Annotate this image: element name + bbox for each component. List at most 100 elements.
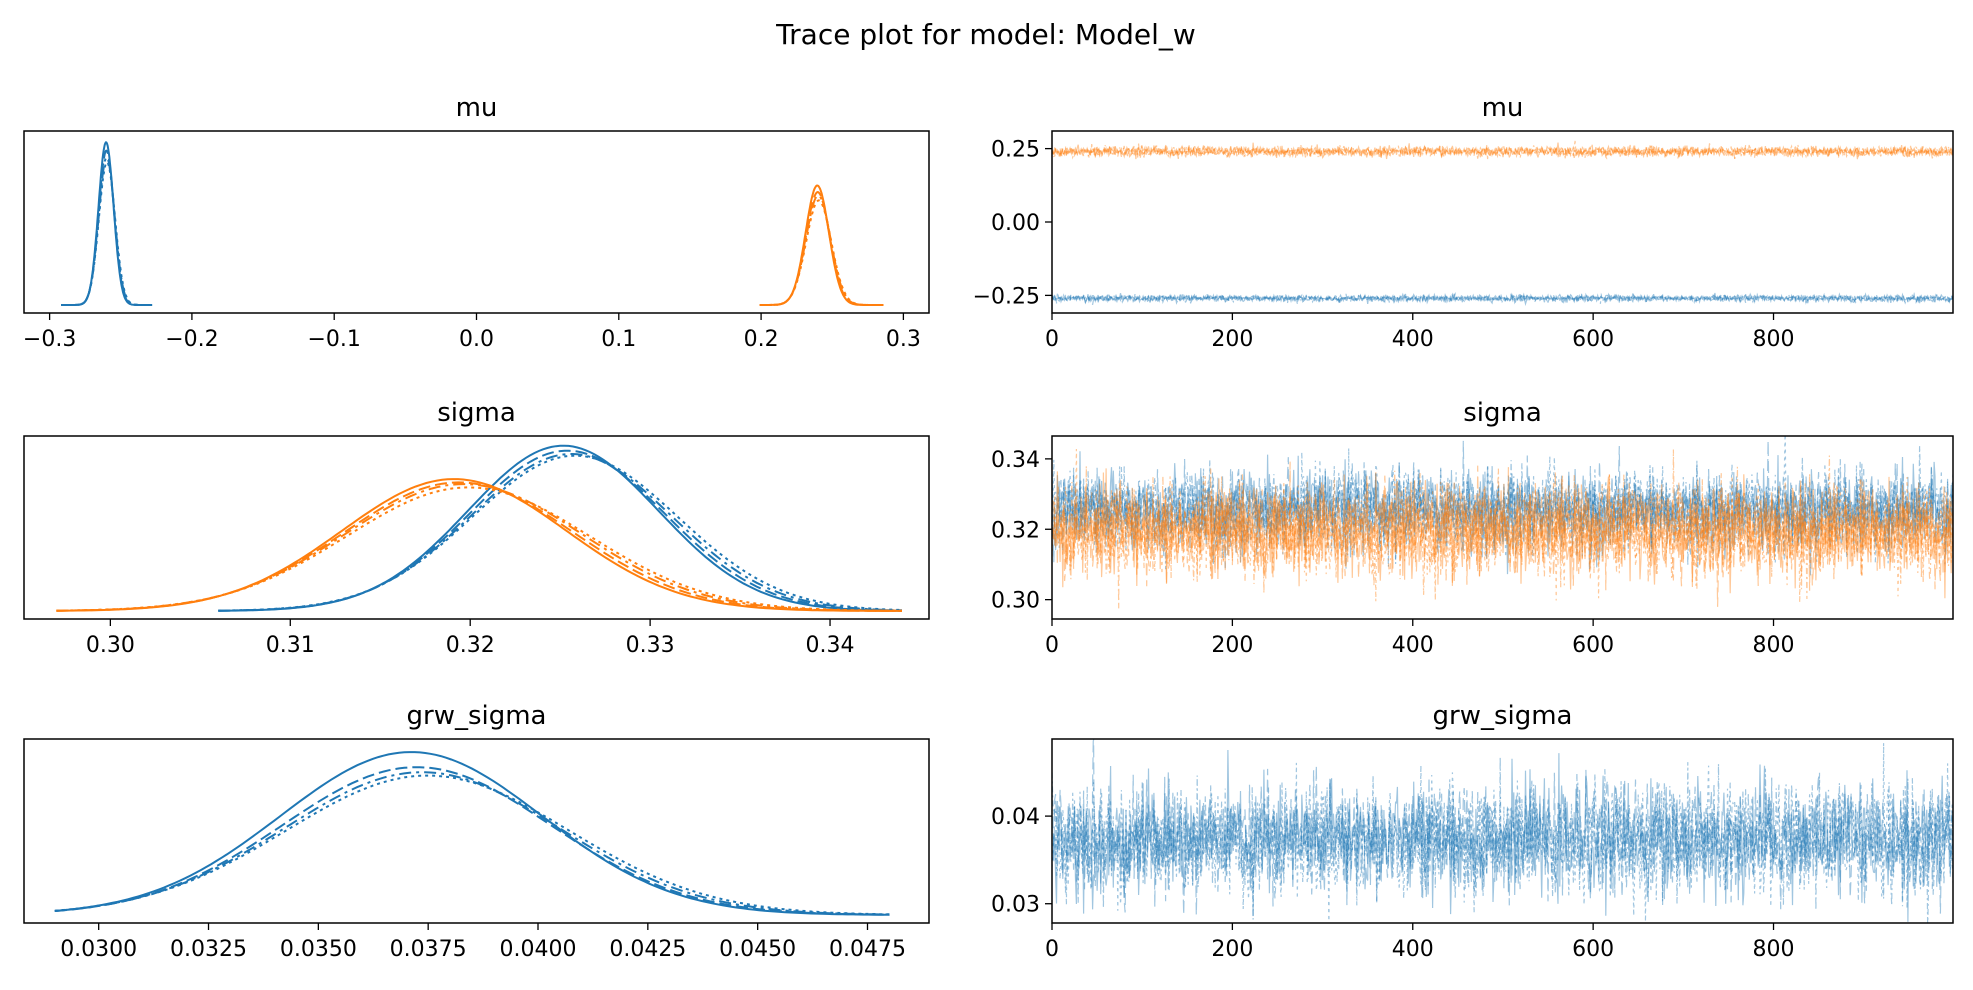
y-tick-label: 0.04 xyxy=(991,805,1040,830)
panel-5-trace: 0.03 0.04 0 200 400 600 800 grw_sigma xyxy=(991,701,1954,962)
kde-line-series1-chain3 xyxy=(56,486,902,612)
x-tick-label: 0.0475 xyxy=(829,937,906,962)
kde-line-series0-chain1 xyxy=(218,449,902,612)
x-tick-label: 400 xyxy=(1392,937,1434,962)
x-tick-label: 600 xyxy=(1572,633,1614,658)
trace-line-series1-chain0 xyxy=(1052,142,1953,160)
trace-line-series1-chain1 xyxy=(1052,461,1953,607)
kde-line-series0-chain2 xyxy=(54,771,890,916)
panel-2-kde: 0.30 0.31 0.32 0.33 0.34 sigma xyxy=(23,398,930,658)
plot-area xyxy=(1052,436,1953,609)
plot-area xyxy=(54,751,890,916)
kde-line-series0-chain3 xyxy=(54,774,890,916)
x-tick-label: 0.0350 xyxy=(280,937,357,962)
x-tick-label: 0.31 xyxy=(266,633,315,658)
trace-line-series0-chain2 xyxy=(1052,445,1953,571)
kde-line-series0-chain0 xyxy=(218,444,902,612)
x-tick-label: 600 xyxy=(1572,937,1614,962)
kde-line-series0-chain2 xyxy=(61,156,153,306)
x-tick-label: 0 xyxy=(1045,633,1059,658)
x-tick-label: 800 xyxy=(1753,327,1795,352)
x-tick-label: 0.0450 xyxy=(719,937,796,962)
x-tick-label: 0 xyxy=(1045,327,1059,352)
kde-line-series0-chain1 xyxy=(54,766,890,916)
trace-line-series1-chain0 xyxy=(1052,468,1953,599)
trace-line-series0-chain2 xyxy=(1052,291,1953,306)
x-tick-label: 0.32 xyxy=(446,633,495,658)
x-tick-label: 0.2 xyxy=(744,327,779,352)
x-tick-label: 0.0400 xyxy=(500,937,577,962)
x-tick-label: 0.3 xyxy=(886,327,921,352)
kde-line-series1-chain2 xyxy=(56,483,903,612)
y-tick-label: 0.32 xyxy=(991,518,1040,543)
panel-title: sigma xyxy=(1463,398,1542,428)
x-tick-label: 200 xyxy=(1211,633,1253,658)
x-tick-label: 600 xyxy=(1572,327,1614,352)
x-tick-label: −0.2 xyxy=(165,327,218,352)
trace-line-series0-chain0 xyxy=(1052,749,1953,922)
y-tick-label: 0.34 xyxy=(991,448,1040,473)
trace-line-series0-chain1 xyxy=(1052,739,1953,916)
x-tick-label: 0.0300 xyxy=(60,937,137,962)
trace-line-series1-chain1 xyxy=(1052,143,1953,160)
panel-title: grw_sigma xyxy=(1433,701,1573,731)
x-tick-label: 0.0 xyxy=(459,327,494,352)
y-tick-label: 0.25 xyxy=(991,138,1040,163)
trace-line-series1-chain3 xyxy=(1052,144,1953,160)
axes-frame xyxy=(23,435,930,620)
x-tick-label: 200 xyxy=(1211,327,1253,352)
y-tick-label: 0.03 xyxy=(991,893,1040,918)
kde-line-series0-chain3 xyxy=(61,161,153,306)
panel-title: mu xyxy=(456,93,498,123)
axes-frame xyxy=(1051,130,1954,314)
panel-title: grw_sigma xyxy=(407,701,547,731)
x-tick-label: 0.30 xyxy=(86,633,135,658)
y-tick-label: −0.25 xyxy=(973,284,1040,309)
kde-line-series1-chain3 xyxy=(759,199,884,306)
kde-line-series0-chain1 xyxy=(61,149,153,306)
x-tick-label: 0.0425 xyxy=(609,937,686,962)
kde-line-series0-chain0 xyxy=(54,751,890,916)
trace-line-series1-chain2 xyxy=(1052,140,1953,160)
kde-line-series1-chain0 xyxy=(759,184,884,306)
x-tick-label: −0.1 xyxy=(307,327,360,352)
panel-title: sigma xyxy=(437,398,516,428)
trace-line-series1-chain2 xyxy=(1052,449,1953,609)
x-tick-label: 800 xyxy=(1753,633,1795,658)
y-tick-label: 0.00 xyxy=(991,211,1040,236)
x-tick-label: 0 xyxy=(1045,937,1059,962)
kde-line-series1-chain2 xyxy=(759,194,884,306)
axes-frame xyxy=(23,130,930,314)
kde-line-series1-chain1 xyxy=(759,191,884,306)
axes-frame xyxy=(1051,738,1954,924)
axes-frame xyxy=(1051,435,1954,620)
plot-area xyxy=(1052,140,1953,307)
kde-line-series0-chain0 xyxy=(61,141,153,306)
y-tick-label: 0.30 xyxy=(991,589,1040,614)
x-tick-label: 0.34 xyxy=(806,633,855,658)
trace-line-series0-chain1 xyxy=(1052,292,1953,305)
x-tick-label: 0.0325 xyxy=(170,937,247,962)
trace-line-series0-chain3 xyxy=(1052,742,1953,923)
panel-1-trace: −0.25 0.00 0.25 0 200 400 600 800 mu xyxy=(973,93,1954,352)
trace-line-series1-chain3 xyxy=(1052,448,1953,603)
plot-area xyxy=(1052,739,1953,923)
plot-area xyxy=(61,141,884,306)
panel-3-trace: 0.30 0.32 0.34 0 200 400 600 800 sigma xyxy=(991,398,1954,658)
x-tick-label: 0.33 xyxy=(626,633,675,658)
figure-title: Trace plot for model: Model_w xyxy=(775,18,1196,51)
x-tick-label: 400 xyxy=(1392,327,1434,352)
axes-frame xyxy=(23,738,930,924)
kde-line-series0-chain2 xyxy=(218,452,903,612)
x-tick-label: 400 xyxy=(1392,633,1434,658)
plot-area xyxy=(56,444,903,612)
trace-line-series0-chain1 xyxy=(1052,440,1953,569)
x-tick-label: 800 xyxy=(1753,937,1795,962)
trace-line-series0-chain2 xyxy=(1052,757,1953,923)
panel-0-kde: −0.3 −0.2 −0.1 0.0 0.1 0.2 0.3 mu xyxy=(23,93,930,352)
panel-4-kde: 0.0300 0.0325 0.0350 0.0375 0.0400 0.0425 0.04… xyxy=(23,701,930,962)
kde-line-series0-chain3 xyxy=(218,454,903,612)
x-tick-label: 200 xyxy=(1211,937,1253,962)
trace-line-series0-chain0 xyxy=(1052,451,1953,576)
